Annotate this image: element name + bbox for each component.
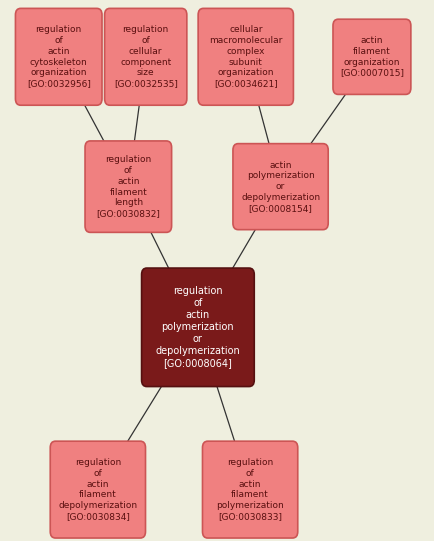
Text: regulation
of
actin
filament
depolymerization
[GO:0030834]: regulation of actin filament depolymeriz… xyxy=(58,458,137,521)
Text: actin
polymerization
or
depolymerization
[GO:0008154]: actin polymerization or depolymerization… xyxy=(240,161,319,213)
Text: regulation
of
actin
filament
polymerization
[GO:0030833]: regulation of actin filament polymerizat… xyxy=(216,458,283,521)
FancyBboxPatch shape xyxy=(233,143,327,229)
Text: regulation
of
actin
cytoskeleton
organization
[GO:0032956]: regulation of actin cytoskeleton organiz… xyxy=(27,25,90,88)
Text: regulation
of
cellular
component
size
[GO:0032535]: regulation of cellular component size [G… xyxy=(114,25,177,88)
Text: actin
filament
organization
[GO:0007015]: actin filament organization [GO:0007015] xyxy=(339,36,403,77)
FancyBboxPatch shape xyxy=(332,19,410,94)
Text: cellular
macromolecular
complex
subunit
organization
[GO:0034621]: cellular macromolecular complex subunit … xyxy=(209,25,282,88)
Text: regulation
of
actin
polymerization
or
depolymerization
[GO:0008064]: regulation of actin polymerization or de… xyxy=(155,286,240,368)
Text: regulation
of
actin
filament
length
[GO:0030832]: regulation of actin filament length [GO:… xyxy=(96,155,160,218)
FancyBboxPatch shape xyxy=(50,441,145,538)
FancyBboxPatch shape xyxy=(141,268,253,386)
FancyBboxPatch shape xyxy=(202,441,297,538)
FancyBboxPatch shape xyxy=(197,9,293,105)
FancyBboxPatch shape xyxy=(104,9,187,105)
FancyBboxPatch shape xyxy=(85,141,171,233)
FancyBboxPatch shape xyxy=(16,9,102,105)
